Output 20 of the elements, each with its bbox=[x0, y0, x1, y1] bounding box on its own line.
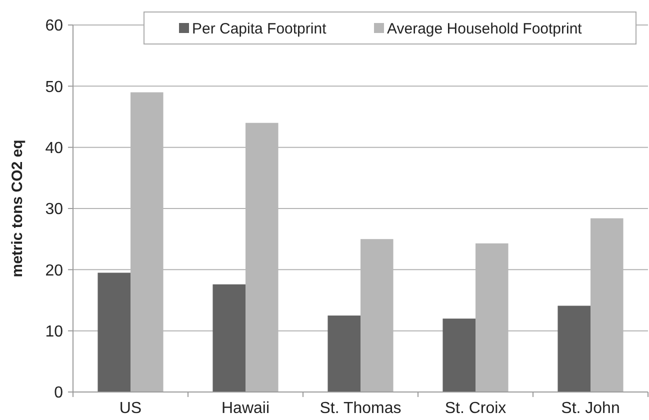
y-tick-label: 10 bbox=[45, 323, 64, 340]
y-tick-label: 40 bbox=[45, 140, 64, 157]
legend-label: Average Household Footprint bbox=[387, 20, 583, 38]
bar bbox=[212, 284, 246, 392]
x-tick-label: St. John bbox=[561, 400, 620, 417]
bar bbox=[442, 318, 476, 392]
legend-label: Per Capita Footprint bbox=[192, 20, 328, 38]
y-tick-label: 20 bbox=[45, 262, 64, 280]
bar bbox=[328, 316, 360, 392]
bar bbox=[558, 306, 590, 392]
y-tick-label: 50 bbox=[45, 78, 64, 96]
y-tick-label: 30 bbox=[45, 201, 64, 218]
x-tick-label: Hawaii bbox=[221, 400, 270, 417]
x-tick-label: US bbox=[119, 400, 142, 417]
x-tick-label: St. Croix bbox=[444, 400, 506, 417]
y-tick-label: 0 bbox=[54, 384, 64, 402]
y-tick-label: 60 bbox=[45, 18, 64, 35]
bar bbox=[98, 272, 130, 392]
x-tick-label: St. Thomas bbox=[320, 400, 402, 417]
y-axis-title: metric tons CO2 eq bbox=[9, 140, 26, 278]
